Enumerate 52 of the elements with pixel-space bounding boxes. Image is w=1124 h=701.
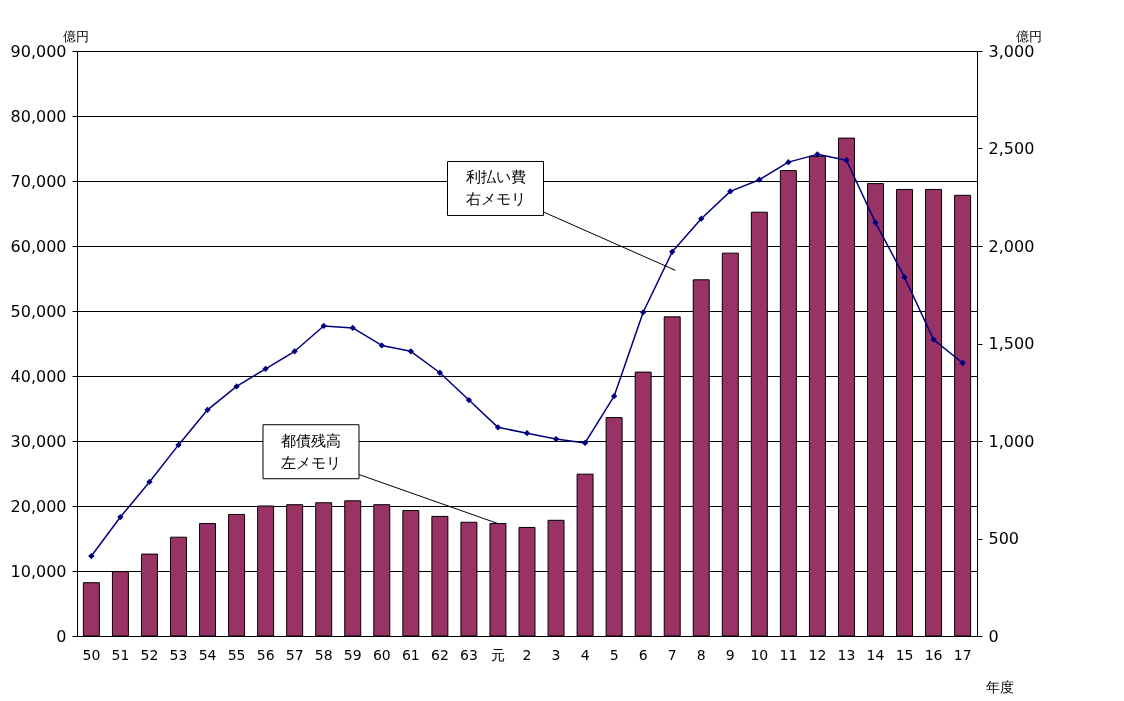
x-tick-label: 60 xyxy=(372,646,391,663)
y-tick-label: 20,000 xyxy=(10,496,67,516)
annotation: 都債残高左メモリ xyxy=(281,431,341,472)
y-tick-label: 60,000 xyxy=(10,236,67,256)
x-axis-title: 年度 xyxy=(985,678,1014,695)
y-tick-label: 80,000 xyxy=(10,106,67,126)
x-tick-label: 53 xyxy=(169,646,188,663)
x-tick-label: 9 xyxy=(725,646,735,663)
x-tick-label: 54 xyxy=(198,646,217,663)
x-tick-label: 16 xyxy=(924,646,943,663)
y-tick-label: 90,000 xyxy=(10,41,67,61)
x-tick-label: 13 xyxy=(837,646,856,663)
y-tick-label: 50,000 xyxy=(10,301,67,321)
x-tick-label: 元 xyxy=(490,646,505,663)
x-tick-label: 15 xyxy=(895,646,914,663)
y2-tick-label: 500 xyxy=(988,529,1020,548)
y2-axis-title: 億円 xyxy=(1015,28,1042,44)
x-tick-label: 4 xyxy=(580,646,590,663)
y2-tick-label: 1,000 xyxy=(988,431,1035,451)
y-tick-label: 0 xyxy=(56,626,67,646)
x-tick-label: 11 xyxy=(779,646,798,663)
y-axis-title: 億円 xyxy=(62,28,89,44)
x-tick-label: 63 xyxy=(460,646,478,663)
x-tick-label: 14 xyxy=(866,646,885,663)
x-tick-label: 58 xyxy=(314,646,333,663)
x-tick-label: 17 xyxy=(953,646,972,663)
x-tick-label: 3 xyxy=(551,646,561,663)
y-tick-label: 70,000 xyxy=(10,171,67,191)
x-tick-label: 51 xyxy=(111,646,130,663)
x-tick-label: 52 xyxy=(140,646,159,663)
y-tick-label: 40,000 xyxy=(10,366,67,386)
x-tick-label: 7 xyxy=(667,646,677,663)
y2-tick-label: 2,000 xyxy=(988,236,1035,256)
y2-tick-label: 0 xyxy=(988,626,999,646)
x-tick-label: 59 xyxy=(343,646,362,663)
x-tick-label: 10 xyxy=(750,646,769,663)
x-tick-label: 12 xyxy=(808,646,827,663)
x-tick-label: 55 xyxy=(227,646,246,663)
y-tick-label: 10,000 xyxy=(10,561,67,581)
x-tick-label: 50 xyxy=(82,646,101,663)
y-tick-label: 30,000 xyxy=(10,431,67,451)
x-tick-label: 62 xyxy=(430,646,449,663)
x-tick-label: 61 xyxy=(401,646,420,663)
x-tick-label: 5 xyxy=(609,646,619,663)
annotation: 利払い費右メモリ xyxy=(465,168,526,209)
x-tick-label: 8 xyxy=(696,646,706,663)
x-tick-label: 2 xyxy=(522,646,532,663)
x-tick-label: 6 xyxy=(638,646,648,663)
x-tick-label: 57 xyxy=(285,646,304,663)
y2-tick-label: 1,500 xyxy=(988,334,1035,353)
y2-tick-label: 2,500 xyxy=(988,139,1035,158)
x-tick-label: 56 xyxy=(256,646,275,663)
